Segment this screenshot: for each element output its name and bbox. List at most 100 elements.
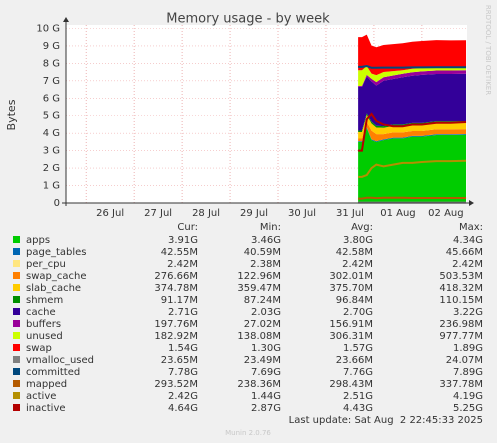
legend-stat: 2.70G: [343, 307, 373, 318]
legend-stat: 23.49M: [244, 355, 281, 366]
legend-stat: 1.30G: [251, 343, 281, 354]
x-tick-label: 31 Jul: [336, 208, 364, 219]
x-tick-label: 02 Aug: [428, 208, 463, 219]
y-tick-label: 5 G: [43, 111, 60, 122]
legend-stat: 1.44G: [251, 391, 281, 402]
area: [358, 114, 467, 139]
legend-stat: 7.89G: [453, 367, 483, 378]
y-tick-label: 2 G: [43, 163, 60, 174]
y-tick-label: 1 G: [43, 181, 60, 192]
legend-stat: 23.65M: [161, 355, 198, 366]
legend-stat: 2.51G: [343, 391, 373, 402]
side-text: RRDTOOL / TOBI OETIKER: [484, 5, 492, 95]
legend-stat: 3.46G: [251, 235, 281, 246]
y-tick-label: 4 G: [43, 128, 60, 139]
y-tick-label: 7 G: [43, 76, 60, 87]
area: [358, 127, 467, 142]
legend-stat: 96.84M: [336, 295, 373, 306]
legend-header: Avg:: [351, 222, 373, 233]
legend-stat: 337.78M: [439, 379, 483, 390]
legend-stat: 359.47M: [237, 283, 281, 294]
legend-stat: 42.58M: [336, 247, 373, 258]
area: [358, 70, 467, 87]
legend-stat: 40.59M: [244, 247, 281, 258]
legend-swatch: [13, 296, 20, 303]
legend-label: page_tables: [26, 247, 87, 258]
legend-stat: 45.66M: [446, 247, 483, 258]
legend-stat: 7.76G: [343, 367, 373, 378]
legend-swatch: [13, 236, 20, 243]
y-tick-label: 6 G: [43, 93, 60, 104]
legend-label: buffers: [26, 319, 61, 330]
legend-stat: 42.55M: [161, 247, 198, 258]
legend-stat: 293.52M: [154, 379, 198, 390]
legend-stat: 5.25G: [453, 403, 483, 414]
legend-swatch: [13, 308, 20, 315]
legend-stat: 977.77M: [439, 331, 483, 342]
legend-stat: 2.42G: [168, 391, 198, 402]
legend-swatch: [13, 332, 20, 339]
y-tick-label: 9 G: [43, 41, 60, 52]
x-tick-label: 30 Jul: [288, 208, 316, 219]
legend-stat: 1.57G: [343, 343, 373, 354]
legend-stat: 122.96M: [237, 271, 281, 282]
legend-stat: 238.36M: [237, 379, 281, 390]
legend-swatch: [13, 356, 20, 363]
y-axis-label: Bytes: [5, 99, 18, 130]
legend-stat: 2.03G: [251, 307, 281, 318]
legend-stat: 306.31M: [329, 331, 373, 342]
legend-label: swap: [26, 343, 52, 354]
x-tick-label: 29 Jul: [240, 208, 268, 219]
legend-label: active: [26, 391, 56, 402]
legend-swatch: [13, 392, 20, 399]
legend-header: Cur:: [177, 222, 198, 233]
y-tick-label: 3 G: [43, 146, 60, 157]
legend-stat: 2.42M: [167, 259, 198, 270]
legend-stat: 24.07M: [446, 355, 483, 366]
area: [358, 113, 467, 133]
area: [358, 127, 467, 142]
legend-label: shmem: [26, 295, 63, 306]
x-tick-label: 26 Jul: [96, 208, 124, 219]
legend-stat: 23.66M: [336, 355, 373, 366]
legend-stat: 298.43M: [329, 379, 373, 390]
version: Munin 2.0.76: [225, 429, 271, 437]
area: [358, 73, 467, 131]
legend-stat: 418.32M: [439, 283, 483, 294]
legend-stat: 236.98M: [439, 319, 483, 330]
legend-stat: 138.08M: [237, 331, 281, 342]
x-tick-label: 27 Jul: [144, 208, 172, 219]
legend-stat: 2.38M: [250, 259, 281, 270]
footer: Last update: Sat Aug 2 22:45:33 2025: [289, 415, 483, 426]
legend-stat: 2.42M: [342, 259, 373, 270]
x-tick-label: 01 Aug: [380, 208, 415, 219]
legend-swatch: [13, 284, 20, 291]
legend-swatch: [13, 404, 20, 411]
legend-header: Min:: [260, 222, 281, 233]
legend-swatch: [13, 272, 20, 279]
legend-label: slab_cache: [26, 283, 81, 294]
legend-stat: 302.01M: [329, 271, 373, 282]
line: [358, 64, 467, 69]
legend-stat: 182.92M: [154, 331, 198, 342]
legend-swatch: [13, 344, 20, 351]
legend-stat: 4.19G: [453, 391, 483, 402]
legend-stat: 7.78G: [168, 367, 198, 378]
legend-label: mapped: [26, 379, 67, 390]
legend-stat: 3.91G: [168, 235, 198, 246]
legend-stat: 2.87G: [251, 403, 281, 414]
line: [358, 112, 467, 152]
legend-swatch: [13, 368, 20, 375]
legend-stat: 4.34G: [453, 235, 483, 246]
legend-stat: 4.64G: [168, 403, 198, 414]
y-tick-label: 0: [54, 198, 60, 209]
area: [358, 34, 467, 76]
legend-stat: 3.80G: [343, 235, 373, 246]
legend-header: Max:: [459, 222, 483, 233]
legend-stat: 2.71G: [168, 307, 198, 318]
legend-stat: 7.69G: [251, 367, 281, 378]
y-tick-label: 10 G: [36, 23, 60, 34]
legend-stat: 27.02M: [244, 319, 281, 330]
legend-label: vmalloc_used: [26, 355, 94, 366]
